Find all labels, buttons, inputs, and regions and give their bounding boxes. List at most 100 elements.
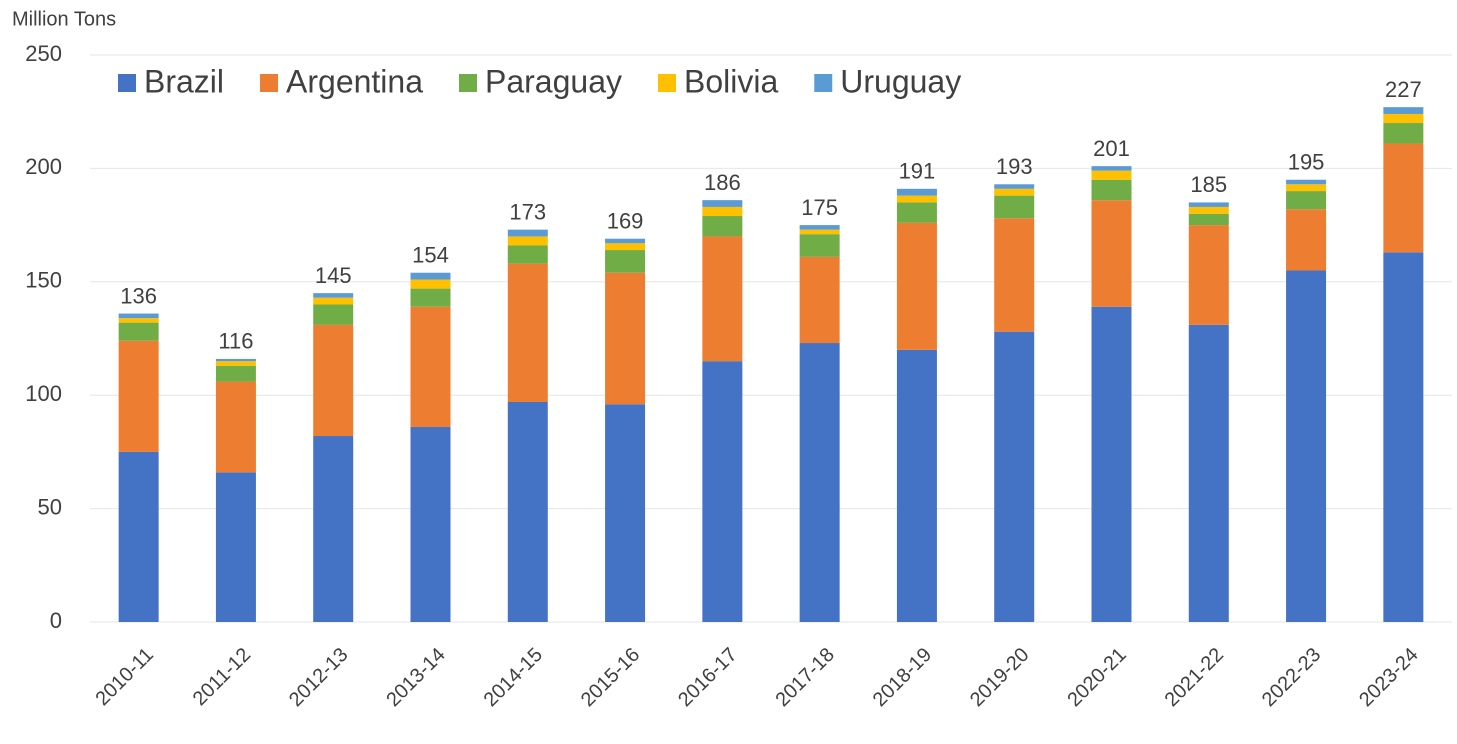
bar-segment	[1091, 200, 1132, 307]
y-tick-label: 50	[38, 494, 62, 519]
bar-segment	[1286, 184, 1327, 192]
bar-segment	[215, 358, 256, 362]
bar-segment	[896, 202, 937, 223]
x-tick-label: 2018-19	[869, 644, 936, 711]
total-label: 136	[120, 283, 157, 308]
total-label: 227	[1385, 77, 1422, 102]
bar-segment	[1383, 107, 1424, 114]
x-tick-label: 2020-21	[1063, 644, 1130, 711]
legend-label: Brazil	[144, 63, 224, 99]
bar-segment	[313, 297, 354, 305]
total-label: 186	[704, 170, 741, 195]
bar-segment	[1383, 123, 1424, 144]
bar-segment	[799, 229, 840, 235]
bar-segment	[605, 238, 646, 244]
legend-label: Uruguay	[840, 63, 961, 99]
bar-segment	[896, 349, 937, 622]
bar-segment	[702, 361, 743, 622]
total-label: 195	[1288, 150, 1325, 175]
bar-segment	[1383, 252, 1424, 623]
bar-segment	[313, 324, 354, 437]
bar-segment	[1286, 191, 1327, 210]
bar-segment	[896, 195, 937, 203]
total-label: 193	[996, 154, 1033, 179]
bar-segment	[1286, 270, 1327, 622]
bar-segment	[410, 272, 451, 280]
bar-segment	[1091, 166, 1132, 171]
x-tick-label: 2022-23	[1258, 644, 1325, 711]
legend-swatch	[459, 74, 477, 92]
x-tick-label: 2023-24	[1355, 644, 1422, 711]
bar-segment	[994, 195, 1035, 219]
x-tick-label: 2011-12	[189, 644, 255, 710]
bar-segment	[118, 340, 159, 452]
bar-segment	[1091, 306, 1132, 622]
bar-segment	[799, 234, 840, 257]
bar-segment	[1383, 113, 1424, 124]
bar-segment	[118, 322, 159, 341]
total-label: 191	[899, 159, 936, 184]
bar-segment	[410, 306, 451, 427]
legend-label: Paraguay	[485, 63, 622, 99]
bar-segment	[605, 404, 646, 622]
bar-segment	[994, 188, 1035, 196]
bar-segment	[1091, 170, 1132, 180]
total-label: 169	[607, 209, 644, 234]
bar-segment	[1286, 179, 1327, 185]
y-tick-label: 0	[50, 608, 62, 633]
total-label: 173	[509, 199, 546, 224]
x-tick-label: 2019-20	[966, 644, 1033, 711]
bar-segment	[1286, 209, 1327, 271]
x-tick-label: 2016-17	[674, 644, 741, 711]
total-label: 175	[801, 195, 838, 220]
y-axis-label: Million Tons	[12, 8, 116, 30]
bar-segment	[799, 256, 840, 344]
bar-segment	[702, 236, 743, 362]
legend-label: Bolivia	[684, 63, 778, 99]
bar-segment	[1091, 179, 1132, 201]
bar-segment	[313, 304, 354, 325]
y-tick-label: 100	[25, 381, 62, 406]
x-tick-label: 2010-11	[92, 644, 158, 710]
bar-segment	[702, 216, 743, 237]
x-tick-label: 2012-13	[285, 644, 352, 711]
bar-segment	[994, 184, 1035, 189]
legend-label: Argentina	[286, 63, 423, 99]
y-tick-label: 250	[25, 41, 62, 66]
x-tick-label: 2021-22	[1161, 644, 1228, 711]
bar-segment	[313, 293, 354, 298]
y-tick-label: 150	[25, 268, 62, 293]
x-tick-label: 2013-14	[382, 644, 449, 711]
total-label: 154	[412, 243, 449, 268]
bar-segment	[1188, 206, 1229, 214]
bar-segment	[896, 188, 937, 196]
bar-segment	[410, 426, 451, 622]
bar-segment	[118, 318, 159, 323]
bar-segment	[507, 263, 548, 403]
bar-segment	[507, 236, 548, 246]
bar-segment	[994, 218, 1035, 332]
bar-segment	[507, 402, 548, 622]
bar-segment	[410, 288, 451, 307]
bar-segment	[507, 245, 548, 264]
bar-segment	[215, 361, 256, 366]
bar-segment	[799, 225, 840, 230]
bar-segment	[215, 381, 256, 473]
x-tick-label: 2014-15	[480, 644, 547, 711]
legend-swatch	[814, 74, 833, 92]
bar-segment	[118, 451, 159, 622]
bar-segment	[605, 243, 646, 251]
x-tick-label: 2017-18	[771, 644, 838, 711]
bar-segment	[215, 472, 256, 622]
bar-segment	[1188, 202, 1229, 207]
bar-segment	[1188, 225, 1229, 325]
bar-segment	[702, 206, 743, 217]
bar-segment	[410, 279, 451, 289]
legend-swatch	[118, 74, 136, 92]
bar-segment	[1188, 324, 1229, 622]
bar-segment	[605, 272, 646, 405]
legend-swatch	[260, 74, 279, 92]
bar-segment	[1188, 213, 1229, 226]
bar-segment	[799, 343, 840, 622]
